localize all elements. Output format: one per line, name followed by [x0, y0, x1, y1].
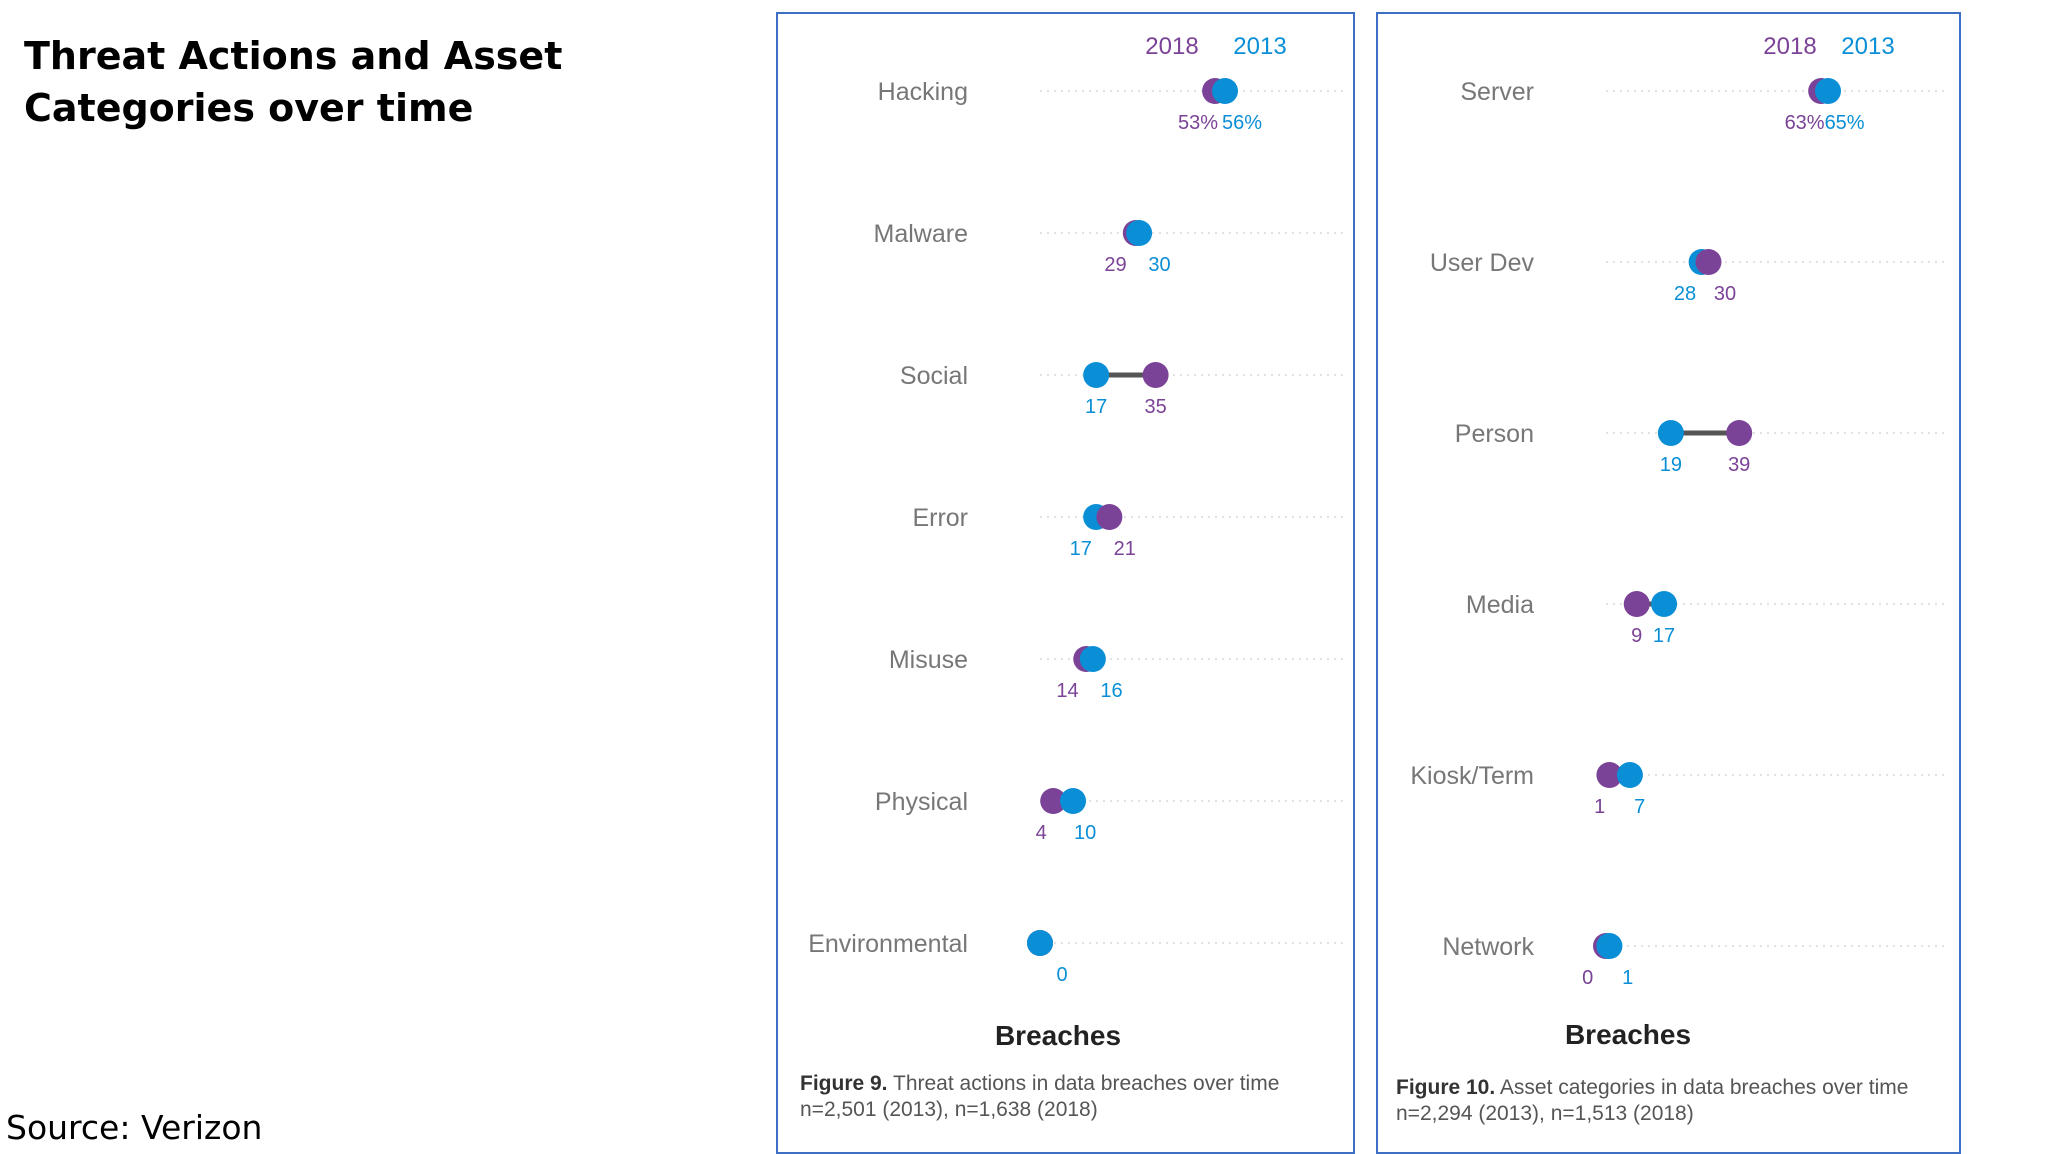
value-label-2018: 9 [1631, 625, 1642, 647]
x-axis-title: Breaches [994, 1020, 1122, 1051]
value-label-2013: 17 [1653, 625, 1675, 647]
figure-caption-text: Threat actions in data breaches over tim… [893, 1072, 1280, 1095]
figure-caption: Figure 10. Asset categories in data brea… [1396, 1075, 1908, 1127]
point-2013 [1079, 646, 1106, 672]
point-2013 [1212, 78, 1238, 104]
category-label: Server [1460, 78, 1534, 106]
figure-caption: Figure 9. Threat actions in data breache… [800, 1071, 1279, 1123]
slide-title: Threat Actions and Asset Categories over… [24, 34, 563, 130]
value-label-2018: 0 [1582, 967, 1593, 989]
figure-caption-text: Asset categories in data breaches over t… [1499, 1076, 1909, 1099]
point-2018 [1596, 762, 1623, 788]
value-label-2018: 14 [1056, 680, 1078, 702]
value-label-2013: 17 [1085, 396, 1107, 418]
value-label-2013: 28 [1674, 283, 1696, 305]
legend-label-2018: 2018 [1763, 33, 1816, 60]
point-2013 [1027, 930, 1053, 956]
value-label-2013: 1 [1622, 967, 1633, 989]
value-label-2013: 16 [1100, 680, 1122, 702]
point-2013 [1815, 78, 1841, 104]
category-label: Person [1455, 420, 1534, 448]
category-label: Physical [875, 788, 968, 816]
point-2018 [1623, 591, 1650, 617]
value-label-2018: 39 [1728, 454, 1750, 476]
point-2013 [1060, 788, 1087, 814]
threat-actions-chart-panel: 2018 2013 Hacking 53% 56% Malware 29 30 Social 35… [776, 12, 1355, 1154]
value-label-2013: 10 [1074, 822, 1096, 844]
category-label: Error [912, 504, 968, 532]
category-label: Malware [874, 220, 968, 248]
point-2018 [1142, 362, 1169, 388]
value-label-2013: 30 [1148, 254, 1170, 276]
point-2013 [1083, 362, 1110, 388]
point-2018 [1040, 788, 1067, 814]
value-label-2013: 56% [1222, 112, 1262, 134]
legend-label-2018: 2018 [1145, 33, 1198, 60]
x-axis-title: Breaches [1564, 1019, 1692, 1050]
category-label: Social [900, 362, 968, 390]
point-2018 [1096, 504, 1123, 530]
category-label: Network [1442, 933, 1534, 961]
point-2013 [1616, 762, 1643, 788]
category-label: Kiosk/Term [1410, 762, 1534, 790]
value-label-2018: 29 [1104, 254, 1126, 276]
category-label: Misuse [889, 646, 968, 674]
figure-number: Figure 9. [800, 1072, 888, 1095]
asset-categories-chart: 2018 2013 Server 63% 65% User Dev 30 28 Person 39… [1410, 33, 1948, 989]
source-note: Source: Verizon [6, 1108, 263, 1147]
category-label: Environmental [808, 930, 968, 958]
figure-number: Figure 10. [1396, 1076, 1496, 1099]
legend-label-2013: 2013 [1233, 33, 1286, 60]
value-label-2013: 17 [1070, 538, 1092, 560]
asset-categories-chart-panel: 2018 2013 Server 63% 65% User Dev 30 28 Person 39… [1376, 12, 1961, 1154]
point-2013 [1596, 933, 1623, 959]
value-label-2018: 1 [1594, 796, 1605, 818]
value-label-2018: 35 [1145, 396, 1167, 418]
category-label: User Dev [1430, 249, 1535, 277]
point-2013 [1657, 420, 1684, 446]
category-label: Media [1466, 591, 1534, 619]
point-2018 [1726, 420, 1753, 446]
value-label-2018: 53% [1178, 112, 1218, 134]
figure-caption-sample-size: n=2,501 (2013), n=1,638 (2018) [800, 1098, 1098, 1121]
value-label-2013: 7 [1634, 796, 1645, 818]
legend-label-2013: 2013 [1841, 33, 1894, 60]
figure-caption-sample-size: n=2,294 (2013), n=1,513 (2018) [1396, 1102, 1694, 1125]
value-label-2018: 21 [1114, 538, 1136, 560]
value-label-2018: 30 [1714, 283, 1736, 305]
value-label-2018: 4 [1036, 822, 1047, 844]
point-2013 [1126, 220, 1153, 246]
value-label-2013: 65% [1825, 112, 1865, 134]
point-2013 [1651, 591, 1678, 617]
value-label-2018: 63% [1785, 112, 1825, 134]
point-2018 [1695, 249, 1722, 275]
category-label: Hacking [878, 78, 968, 106]
threat-actions-chart: 2018 2013 Hacking 53% 56% Malware 29 30 Social 35… [808, 33, 1343, 986]
value-label-2013: 19 [1660, 454, 1682, 476]
value-label-2013: 0 [1056, 964, 1067, 986]
